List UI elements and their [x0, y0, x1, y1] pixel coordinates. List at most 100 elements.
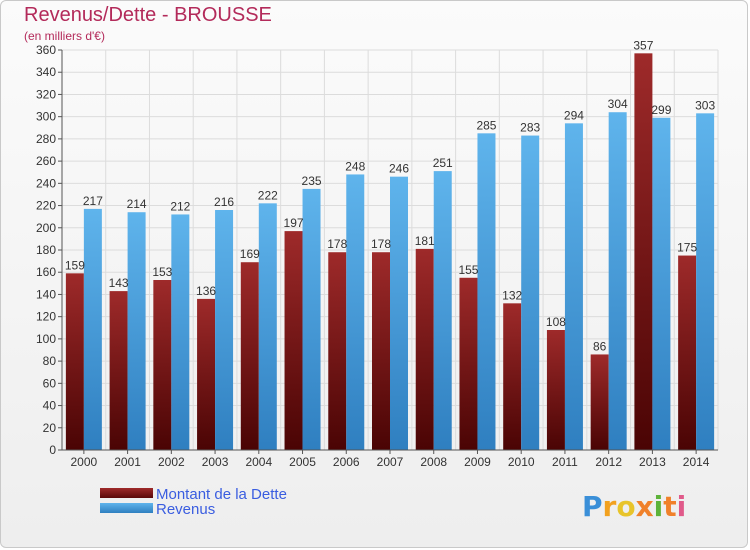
data-labels: 159 217 143 214 153 212 136 216 169 222 197 235 178 2…: [65, 38, 716, 353]
brand-text: Proxiti: [582, 490, 686, 523]
bar-revenus: [696, 113, 715, 450]
data-label-dette: 357: [633, 38, 653, 52]
x-tick-label: 2003: [202, 455, 229, 469]
bar-revenus: [83, 208, 102, 450]
data-label-dette: 159: [65, 258, 85, 272]
y-tick-label: 180: [36, 243, 56, 257]
data-label-dette: 197: [284, 216, 304, 230]
data-label-dette: 178: [371, 237, 391, 251]
data-label-revenus: 235: [302, 174, 322, 188]
x-tick-label: 2013: [639, 455, 666, 469]
x-tick-label: 2008: [420, 455, 447, 469]
bars: [65, 53, 715, 451]
data-label-revenus: 217: [83, 194, 103, 208]
y-tick-label: 100: [36, 332, 56, 346]
data-label-revenus: 304: [608, 97, 628, 111]
data-label-revenus: 248: [345, 159, 365, 173]
y-tick-label: 20: [43, 421, 57, 435]
bar-dette: [634, 53, 653, 450]
y-tick-label: 220: [36, 199, 56, 213]
x-tick-label: 2007: [377, 455, 404, 469]
data-label-dette: 175: [677, 241, 697, 255]
y-tick-label: 300: [36, 110, 56, 124]
data-label-dette: 178: [327, 237, 347, 251]
bar-revenus: [390, 176, 408, 450]
legend-label-revenus: Revenus: [156, 501, 215, 518]
axes: 0 20 40 60 80 100 120 140 160 180 200 220 240 260 280 3…: [36, 43, 718, 469]
bar-dette: [459, 277, 478, 450]
y-tick-label: 340: [36, 65, 56, 79]
x-tick-label: 2012: [595, 455, 622, 469]
y-tick-label: 280: [36, 132, 56, 146]
data-label-revenus: 299: [651, 103, 671, 117]
data-label-dette: 136: [196, 284, 216, 298]
bar-revenus: [171, 214, 190, 450]
legend-swatch-revenus: [100, 503, 153, 513]
x-tick-label: 2002: [158, 455, 185, 469]
y-tick-label: 200: [36, 221, 56, 235]
chart-subtitle: (en milliers d'€): [24, 29, 105, 43]
x-tick-label: 2009: [464, 455, 491, 469]
bar-dette: [153, 280, 172, 450]
x-tick-label: 2011: [552, 455, 578, 469]
data-label-revenus: 246: [389, 162, 409, 176]
y-tick-label: 0: [49, 443, 56, 457]
bar-revenus: [127, 212, 146, 450]
data-label-dette: 155: [458, 263, 478, 277]
bar-dette: [328, 252, 347, 450]
y-tick-label: 140: [36, 287, 56, 301]
bar-dette: [65, 273, 84, 450]
x-tick-label: 2006: [333, 455, 360, 469]
bar-revenus: [564, 123, 583, 450]
data-label-dette: 132: [502, 288, 522, 302]
bar-revenus: [258, 203, 277, 450]
y-tick-label: 320: [36, 87, 56, 101]
x-tick-label: 2004: [245, 455, 272, 469]
y-tick-label: 60: [43, 376, 57, 390]
data-label-revenus: 294: [564, 108, 584, 122]
legend: Montant de la Dette Revenus: [100, 486, 287, 518]
bar-dette: [590, 354, 609, 450]
x-tick-label: 2005: [289, 455, 316, 469]
bar-dette: [546, 330, 565, 450]
y-tick-label: 120: [36, 310, 56, 324]
bar-dette: [284, 231, 303, 450]
bar-revenus: [521, 135, 540, 451]
x-tick-label: 2014: [683, 455, 710, 469]
y-tick-label: 240: [36, 176, 56, 190]
y-tick-label: 40: [43, 399, 57, 413]
y-tick-label: 80: [43, 354, 57, 368]
data-label-revenus: 251: [433, 156, 453, 170]
bar-dette: [240, 262, 259, 450]
bar-dette: [372, 252, 390, 450]
data-label-revenus: 283: [520, 121, 540, 135]
data-label-dette: 143: [109, 276, 129, 290]
x-tick-label: 2010: [508, 455, 535, 469]
bar-revenus: [652, 117, 671, 451]
bar-dette: [415, 248, 434, 450]
data-label-dette: 169: [240, 247, 260, 261]
data-label-revenus: 216: [214, 195, 234, 209]
data-label-dette: 181: [415, 234, 435, 248]
data-label-revenus: 212: [170, 199, 190, 213]
legend-label-dette: Montant de la Dette: [156, 486, 287, 503]
bar-dette: [678, 255, 697, 450]
x-tick-label: 2001: [114, 455, 141, 469]
bar-revenus: [477, 133, 496, 451]
data-label-revenus: 222: [258, 188, 278, 202]
bar-revenus: [215, 210, 234, 450]
data-label-dette: 153: [152, 265, 172, 279]
bar-dette: [503, 303, 522, 450]
chart-title: Revenus/Dette - BROUSSE: [24, 4, 272, 26]
x-tick-label: 2000: [71, 455, 98, 469]
legend-swatch-dette: [100, 488, 153, 498]
bar-revenus: [346, 174, 365, 450]
bar-revenus: [302, 188, 321, 450]
y-tick-label: 160: [36, 265, 56, 279]
data-label-revenus: 214: [127, 197, 147, 211]
y-tick-label: 260: [36, 154, 56, 168]
data-label-revenus: 285: [476, 118, 496, 132]
bar-revenus: [433, 171, 452, 450]
data-label-dette: 108: [546, 315, 566, 329]
